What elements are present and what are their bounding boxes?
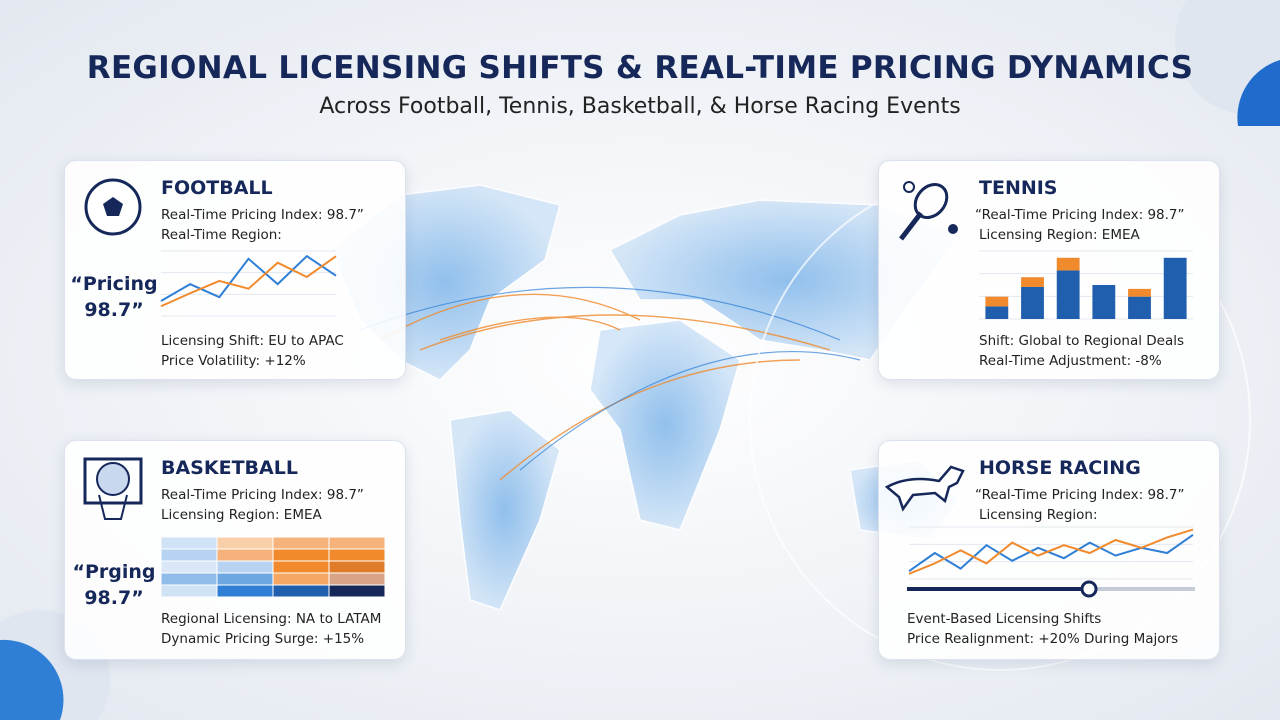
card-line: Licensing Region: EMEA	[161, 507, 322, 523]
bar	[1128, 288, 1151, 297]
bar	[985, 296, 1009, 307]
badge: “Prging 98.7”	[69, 559, 159, 611]
card-title: FOOTBALL	[161, 177, 273, 199]
badge-line: “Prging	[72, 561, 156, 583]
subtitle: Across Football, Tennis, Basketball, & H…	[319, 94, 961, 119]
card-note: Regional Licensing: NA to LATAM	[161, 611, 382, 627]
card-title: BASKETBALL	[161, 457, 298, 479]
card-note: Real-Time Adjustment: -8%	[979, 353, 1162, 369]
badge-line: 98.7”	[84, 587, 144, 609]
bar	[1056, 257, 1080, 271]
bar	[1163, 257, 1187, 319]
tennis-card: TENNIS “Real-Time Pricing Index: 98.7” L…	[878, 160, 1220, 380]
card-title: TENNIS	[979, 177, 1058, 199]
card-note: Price Volatility: +12%	[161, 353, 306, 369]
badge: “Pricing 98.7”	[69, 271, 159, 323]
football-card: FOOTBALL Real-Time Pricing Index: 98.7” …	[64, 160, 406, 380]
bar	[1021, 286, 1044, 319]
horse-racing-card: HORSE RACING “Real-Time Pricing Index: 9…	[878, 440, 1220, 660]
card-note: Price Realignment: +20% During Majors	[907, 631, 1179, 647]
line-series	[908, 528, 1194, 575]
card-line: Real-Time Pricing Index: 98.7”	[161, 207, 364, 223]
title: REGIONAL LICENSING SHIFTS & REAL-TIME PR…	[86, 50, 1194, 86]
card-note: Shift: Global to Regional Deals	[979, 333, 1185, 349]
horse-icon	[884, 465, 965, 512]
slider	[907, 580, 1195, 598]
line-series	[160, 255, 337, 308]
mini-chart	[160, 250, 337, 317]
card-title: HORSE RACING	[979, 457, 1141, 479]
badge-line: “Pricing	[70, 273, 158, 295]
bar	[1056, 270, 1080, 319]
basketball-icon	[83, 457, 143, 520]
mini-chart	[979, 250, 1193, 320]
tennis-icon	[899, 181, 958, 241]
football-icon	[84, 178, 142, 236]
card-note: Dynamic Pricing Surge: +15%	[161, 631, 365, 647]
card-note: Licensing Shift: EU to APAC	[161, 333, 344, 349]
card-line: “Real-Time Pricing Index: 98.7”	[975, 487, 1185, 503]
line-series	[160, 254, 337, 302]
line-series	[908, 533, 1194, 573]
card-line: Real-Time Pricing Index: 98.7”	[161, 487, 364, 503]
card-line: Licensing Region:	[979, 507, 1098, 523]
bar	[985, 306, 1009, 319]
bar	[1092, 285, 1116, 319]
badge-line: 98.7”	[84, 299, 144, 321]
mini-chart	[908, 526, 1194, 580]
bar	[1021, 277, 1044, 287]
card-line: Real-Time Region:	[161, 227, 282, 243]
card-line: Licensing Region: EMEA	[979, 227, 1140, 243]
card-note: Event-Based Licensing Shifts	[907, 611, 1102, 627]
basketball-card: BASKETBALL Real-Time Pricing Index: 98.7…	[64, 440, 406, 660]
heat-grid	[161, 537, 386, 598]
bar	[1128, 296, 1151, 319]
card-line: “Real-Time Pricing Index: 98.7”	[975, 207, 1185, 223]
